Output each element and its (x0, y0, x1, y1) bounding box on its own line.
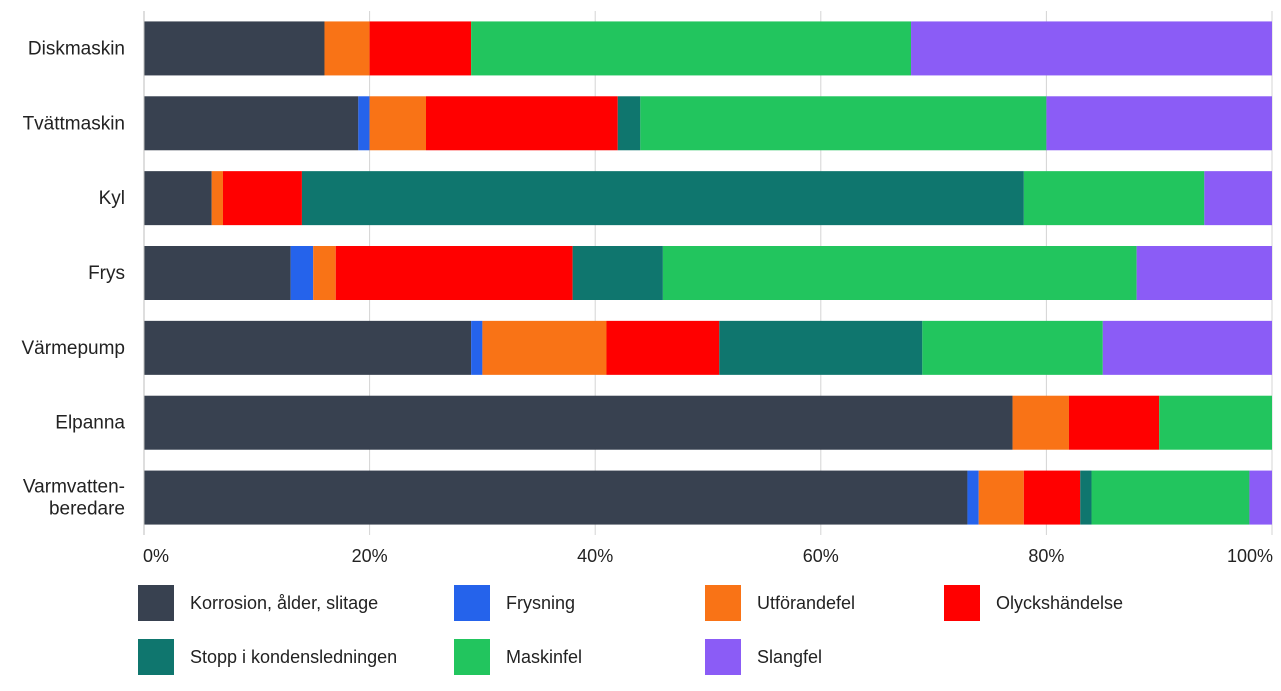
bar-segment (426, 96, 618, 151)
x-axis-ticks: 0% 20% 40% 60% 80% 100% (143, 546, 1273, 566)
x-tick-label: 100% (1227, 546, 1273, 566)
legend-swatch (138, 639, 174, 675)
legend-label: Stopp i kondensledningen (190, 647, 397, 667)
x-tick-label: 80% (1028, 546, 1064, 566)
category-label: Elpanna (55, 413, 125, 434)
legend-swatch (454, 585, 490, 621)
category-label: Kyl (99, 188, 125, 209)
bar-segment (967, 470, 979, 525)
bar-segment (1046, 96, 1272, 151)
bar-segment (1068, 395, 1160, 450)
bar-segment (1159, 395, 1272, 450)
legend-swatch (138, 585, 174, 621)
bar-segment (144, 96, 359, 151)
bar-segment (1204, 171, 1272, 226)
bar-segment (358, 96, 370, 151)
bar-segment (301, 171, 1024, 226)
bar-segment (144, 246, 291, 300)
bar-segment (662, 246, 1137, 300)
legend-label: Frysning (506, 593, 575, 613)
x-tick-label: 60% (803, 546, 839, 566)
bar-segment (222, 171, 302, 226)
bar-segment (1091, 470, 1250, 525)
bar-segment (144, 320, 472, 375)
bar-segment (369, 21, 472, 76)
legend-label: Slangfel (757, 647, 822, 667)
legend-swatch (705, 639, 741, 675)
bar-segment (471, 21, 912, 76)
bar-segment (911, 21, 1272, 76)
bar-segment (144, 395, 1013, 450)
bar-segment (324, 21, 370, 76)
legend-label: Korrosion, ålder, slitage (190, 593, 378, 613)
bar-segment (606, 320, 720, 375)
legend-swatch (454, 639, 490, 675)
bar-segment (719, 320, 923, 375)
bar-segment (335, 246, 573, 300)
bar-segment (144, 21, 325, 76)
x-tick-label: 0% (143, 546, 169, 566)
category-label: Varmvatten- (23, 477, 125, 498)
category-label: Tvättmaskin (23, 113, 125, 134)
bar-segment (1102, 320, 1272, 375)
bar-segment (922, 320, 1103, 375)
bar-segment (313, 246, 336, 300)
bar-segment (640, 96, 1047, 151)
legend-label: Olyckshändelse (996, 593, 1123, 613)
bar-segment (1080, 470, 1092, 525)
bar-segment (144, 171, 212, 226)
bar-segment (1023, 470, 1081, 525)
legend-label: Maskinfel (506, 647, 582, 667)
bar-segment (978, 470, 1024, 525)
legend-label: Utförandefel (757, 593, 855, 613)
bar-segment (290, 246, 314, 300)
y-axis: Diskmaskin Tvättmaskin Kyl Frys Värmepump Elp… (22, 11, 145, 535)
category-label: beredare (49, 499, 125, 520)
x-tick-label: 40% (577, 546, 613, 566)
legend-swatch (944, 585, 980, 621)
legend-swatch (705, 585, 741, 621)
legend: Korrosion, ålder, slitage Frysning Utföran… (138, 585, 1123, 675)
category-label: Frys (88, 263, 125, 284)
bar-segment (1012, 395, 1069, 450)
bar-segment (144, 470, 968, 525)
category-label: Värmepump (22, 338, 126, 359)
category-label: Diskmaskin (28, 38, 125, 59)
x-tick-label: 20% (352, 546, 388, 566)
bar-segment (471, 320, 483, 375)
bar-segment (572, 246, 663, 300)
bar-segment (369, 96, 426, 151)
bar-segment (1136, 246, 1272, 300)
bar-segment (1023, 171, 1205, 226)
bar-segment (211, 171, 223, 226)
bars (144, 21, 1272, 525)
bar-segment (617, 96, 641, 151)
bar-segment (1249, 470, 1272, 525)
bar-segment (482, 320, 607, 375)
